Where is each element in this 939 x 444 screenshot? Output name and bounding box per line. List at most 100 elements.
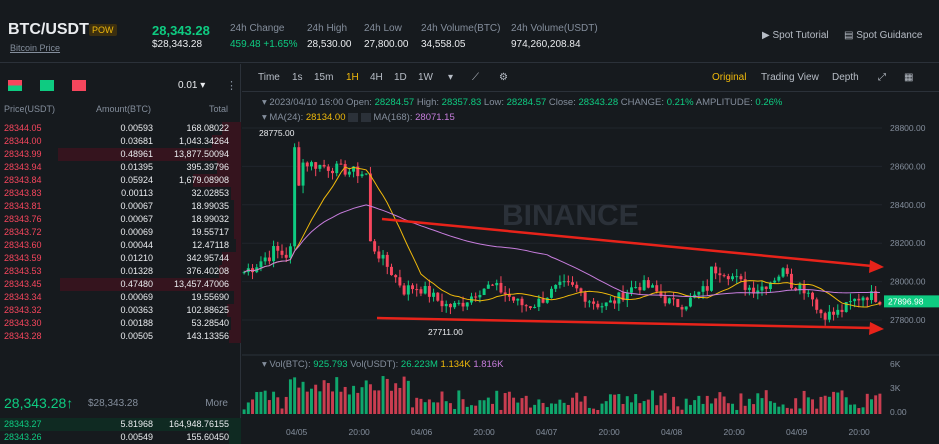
- candle-body: [326, 166, 330, 171]
- ask-row[interactable]: 28343.76 0.00067 18.99032: [0, 213, 241, 226]
- interval-1H[interactable]: 1H: [346, 72, 359, 83]
- depth-bar: [233, 213, 241, 226]
- candle-body: [305, 162, 309, 167]
- spot-tutorial-link[interactable]: ▶ Spot Tutorial: [762, 30, 829, 41]
- ask-total: 18.99035: [191, 201, 229, 211]
- bitcoin-price-link[interactable]: Bitcoin Price: [10, 43, 61, 53]
- candle-body: [811, 292, 814, 300]
- ask-row[interactable]: 28343.32 0.00363 102.88625: [0, 304, 241, 317]
- candle-body: [436, 292, 440, 301]
- interval-15m[interactable]: 15m: [314, 72, 334, 83]
- volume-bar: [331, 391, 334, 414]
- candle-body: [288, 246, 292, 258]
- interval-1s[interactable]: 1s: [292, 72, 303, 83]
- volume-bar: [865, 393, 869, 414]
- x-tick-label: 04/06: [411, 427, 433, 437]
- volume-bar: [777, 406, 781, 414]
- layout-icon[interactable]: ▦: [904, 72, 914, 83]
- ask-row[interactable]: 28343.34 0.00069 19.55690: [0, 291, 241, 304]
- volume-bar: [705, 395, 709, 414]
- volume-bar: [314, 384, 318, 414]
- ask-row[interactable]: 28343.28 0.00505 143.13356: [0, 330, 241, 343]
- depth-bar: [216, 161, 241, 174]
- candle-body: [844, 302, 848, 312]
- book-both-icon[interactable]: [8, 80, 22, 91]
- interval-1D[interactable]: 1D: [394, 72, 407, 83]
- ask-price: 28343.30: [4, 318, 42, 328]
- candle-body: [625, 292, 629, 301]
- ask-row[interactable]: 28343.81 0.00067 18.99035: [0, 200, 241, 213]
- more-menu-icon[interactable]: ⋮: [226, 80, 237, 92]
- candle-body: [608, 300, 612, 303]
- view-original[interactable]: Original: [712, 72, 747, 83]
- volume-bar: [596, 409, 600, 414]
- col-price: Price(USDT): [4, 104, 55, 114]
- gear-icon[interactable]: ⚙: [499, 72, 508, 83]
- candle-body: [512, 296, 516, 301]
- collapse-icon[interactable]: ▾: [262, 97, 270, 108]
- view-trading-view[interactable]: Trading View: [761, 72, 819, 83]
- chevron-down-icon[interactable]: ▾: [448, 72, 454, 83]
- volume-bar: [550, 403, 553, 414]
- precision-select[interactable]: 0.01 ▾: [178, 80, 206, 91]
- candlestick-chart[interactable]: BINANCE 28800.00 28600.00 28400.00 28200.00 2…: [242, 92, 939, 443]
- candle-body: [352, 166, 356, 172]
- ask-amount: 0.01395: [120, 162, 153, 172]
- candle-body: [310, 162, 313, 167]
- volume-bar: [465, 406, 469, 414]
- volume-bar: [752, 404, 756, 414]
- ask-row[interactable]: 28343.30 0.00188 53.28540: [0, 317, 241, 330]
- more-link[interactable]: More: [205, 398, 228, 409]
- candle-body: [659, 291, 663, 297]
- candle-body: [432, 292, 436, 297]
- ask-amount: 0.05924: [120, 175, 153, 185]
- candle-body: [495, 282, 499, 286]
- ask-row[interactable]: 28343.84 0.05924 1,679.08908: [0, 174, 241, 187]
- ask-total: 342.95744: [186, 253, 229, 263]
- volume-bar: [710, 403, 713, 414]
- ask-row[interactable]: 28343.45 0.47480 13,457.47006: [0, 278, 241, 291]
- candle-body: [752, 287, 756, 294]
- volume-bar: [630, 402, 633, 414]
- eye-icon[interactable]: [348, 112, 359, 122]
- view-depth[interactable]: Depth: [832, 72, 859, 83]
- volume-bar: [470, 405, 473, 414]
- candle-body: [545, 297, 549, 303]
- bid-row[interactable]: 28343.27 5.81968 164,948.76155: [0, 418, 241, 431]
- ask-row[interactable]: 28343.99 0.48961 13,877.50094: [0, 148, 241, 161]
- ask-row[interactable]: 28343.53 0.01328 376.40208: [0, 265, 241, 278]
- ask-row[interactable]: 28343.94 0.01395 395.39796: [0, 161, 241, 174]
- fullscreen-icon[interactable]: ⤢: [878, 72, 886, 83]
- interval-1W[interactable]: 1W: [418, 72, 433, 83]
- candle-body: [592, 301, 596, 304]
- book-bids-icon[interactable]: [40, 80, 54, 91]
- candle-body: [579, 288, 583, 293]
- depth-bar: [212, 135, 241, 148]
- settings-icon[interactable]: [360, 112, 371, 122]
- pair-title[interactable]: BTC/USDT: [8, 21, 89, 38]
- collapse-icon[interactable]: ▾: [262, 359, 270, 370]
- candle-body: [688, 297, 692, 307]
- interval-4H[interactable]: 4H: [370, 72, 383, 83]
- candle-body: [583, 292, 587, 302]
- volume-bar: [697, 395, 701, 414]
- indicator-icon[interactable]: ⟋: [472, 72, 479, 83]
- ask-row[interactable]: 28343.60 0.00044 12.47118: [0, 239, 241, 252]
- x-tick-label: 04/05: [286, 427, 308, 437]
- spot-guidance-link[interactable]: ▤ Spot Guidance: [844, 30, 923, 41]
- collapse-icon[interactable]: ▾: [262, 112, 270, 123]
- ask-price: 28343.72: [4, 227, 42, 237]
- y-tick-label: 28400.00: [890, 200, 926, 210]
- ask-row[interactable]: 28344.05 0.00593 168.08022: [0, 122, 241, 135]
- ask-row[interactable]: 28343.59 0.01210 342.95744: [0, 252, 241, 265]
- bid-row[interactable]: 28343.26 0.00549 155.60450: [0, 431, 241, 444]
- volume-bar: [604, 401, 608, 414]
- ask-row[interactable]: 28344.00 0.03681 1,043.34264: [0, 135, 241, 148]
- ask-row[interactable]: 28343.83 0.00113 32.02853: [0, 187, 241, 200]
- candle-body: [785, 268, 789, 274]
- book-asks-icon[interactable]: [72, 80, 86, 91]
- candle-body: [722, 275, 726, 277]
- volume-bar: [583, 396, 587, 414]
- ask-row[interactable]: 28343.72 0.00069 19.55717: [0, 226, 241, 239]
- candle-body: [840, 309, 844, 312]
